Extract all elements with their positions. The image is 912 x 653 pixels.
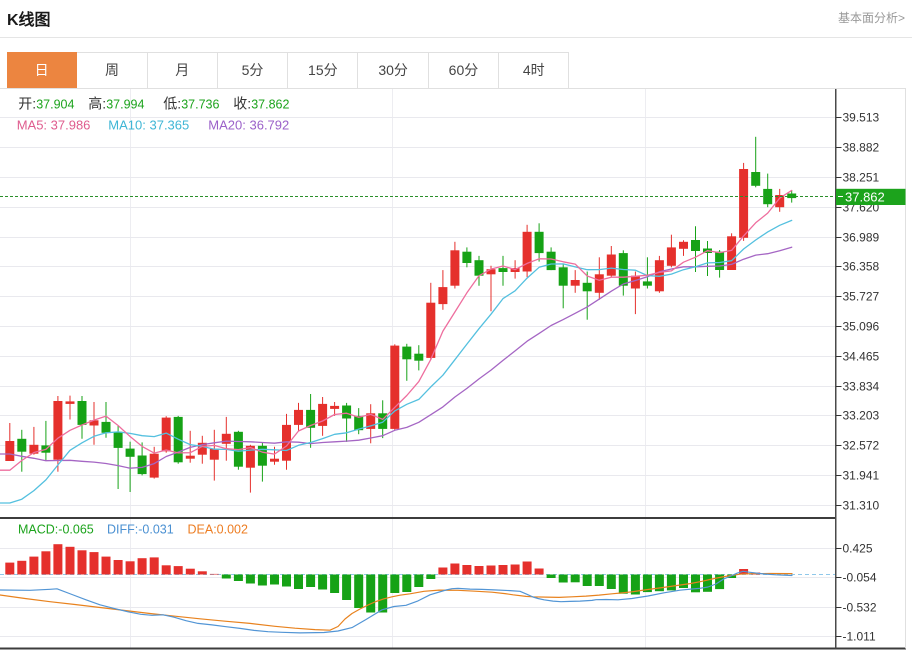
svg-text:35.727: 35.727: [843, 290, 880, 304]
svg-text:31.310: 31.310: [843, 499, 880, 513]
svg-text:38.251: 38.251: [843, 171, 880, 185]
svg-text:DEA:0.002: DEA:0.002: [188, 523, 249, 537]
svg-text:-0.532: -0.532: [843, 601, 877, 615]
svg-text:39.513: 39.513: [843, 111, 880, 125]
svg-text:33.834: 33.834: [843, 380, 880, 394]
svg-text:33.203: 33.203: [843, 409, 880, 423]
svg-text:MACD:-0.065: MACD:-0.065: [18, 523, 94, 537]
svg-text:-1.011: -1.011: [843, 630, 876, 644]
svg-text:35.096: 35.096: [843, 320, 880, 334]
svg-text:37.862: 37.862: [845, 190, 885, 205]
svg-text:MA20: 36.792: MA20: 36.792: [208, 118, 289, 133]
svg-text:开:37.904: 开:37.904: [18, 96, 74, 112]
svg-text:36.358: 36.358: [843, 260, 880, 274]
svg-text:-0.054: -0.054: [843, 571, 877, 585]
svg-text:31.941: 31.941: [843, 469, 880, 483]
svg-text:MA5: 37.986: MA5: 37.986: [17, 118, 91, 133]
svg-text:36.989: 36.989: [843, 231, 880, 245]
svg-text:34.465: 34.465: [843, 350, 880, 364]
svg-text:收:37.862: 收:37.862: [233, 96, 289, 112]
svg-text:低:37.736: 低:37.736: [163, 96, 219, 112]
svg-text:38.882: 38.882: [843, 141, 880, 155]
svg-text:高:37.994: 高:37.994: [88, 96, 144, 112]
svg-text:0.425: 0.425: [843, 542, 873, 556]
svg-text:DIFF:-0.031: DIFF:-0.031: [107, 523, 174, 537]
svg-text:32.572: 32.572: [843, 439, 880, 453]
svg-text:MA10: 37.365: MA10: 37.365: [108, 118, 189, 133]
